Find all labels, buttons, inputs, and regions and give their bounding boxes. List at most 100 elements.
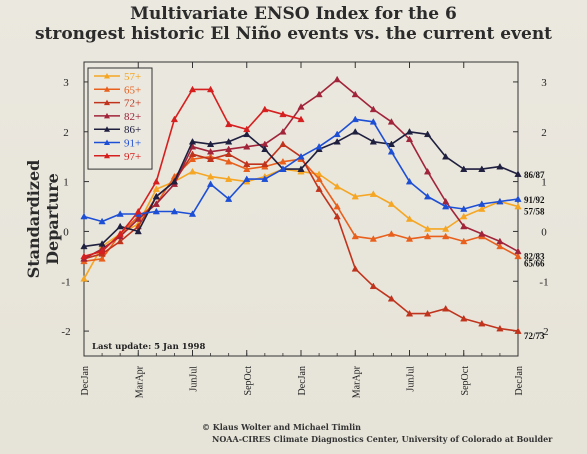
data-point xyxy=(80,275,88,282)
legend-swatch-marker xyxy=(104,99,110,106)
legend-item: 82+ xyxy=(94,111,141,123)
y-tick-label-left: 1 xyxy=(63,177,69,189)
data-point xyxy=(460,205,468,212)
data-point xyxy=(351,90,359,98)
data-point xyxy=(116,210,124,217)
data-point xyxy=(460,314,468,322)
data-point xyxy=(98,217,106,225)
data-point xyxy=(460,165,468,172)
series-line xyxy=(83,168,519,280)
data-point xyxy=(423,225,432,232)
data-point xyxy=(387,200,396,207)
data-point xyxy=(297,103,305,110)
data-point xyxy=(460,237,468,245)
y-tick-label-right: 3 xyxy=(541,77,547,89)
data-point xyxy=(496,162,504,170)
data-point xyxy=(315,175,323,182)
series-72-plus: 72/73 xyxy=(80,140,545,341)
credit-line-1: © Klaus Wolter and Michael Timlin xyxy=(202,422,361,432)
data-point xyxy=(387,147,396,155)
legend-swatch-marker xyxy=(104,152,110,159)
data-point xyxy=(387,140,396,148)
series-82-plus: 82/83 xyxy=(80,75,545,262)
data-point xyxy=(351,115,359,123)
y-tick-label-left: 3 xyxy=(63,77,69,89)
data-point xyxy=(405,135,414,143)
data-point xyxy=(333,75,341,83)
x-tick-label: DecJan xyxy=(514,366,525,395)
series-end-label: 65/66 xyxy=(524,258,545,268)
data-point xyxy=(405,177,414,185)
data-point xyxy=(225,157,233,165)
data-point xyxy=(243,130,251,138)
legend-label: 72+ xyxy=(124,98,141,110)
legend-swatch-marker xyxy=(104,73,110,79)
series-97-plus xyxy=(80,85,305,260)
chart-title: Multivariate ENSO Index for the 6 xyxy=(130,4,457,24)
data-point xyxy=(478,200,486,207)
data-point xyxy=(279,140,287,148)
series-86-plus: 86/87 xyxy=(80,128,545,250)
data-point xyxy=(405,309,414,317)
data-point xyxy=(405,235,414,242)
data-point xyxy=(405,215,414,222)
legend-item: 91+ xyxy=(94,138,141,150)
data-point xyxy=(188,138,197,145)
y-tick-label-left: 2 xyxy=(63,127,69,139)
data-point xyxy=(80,252,88,260)
y-tick-label-left: 0 xyxy=(63,226,69,238)
data-point xyxy=(514,195,522,202)
data-point xyxy=(243,175,251,182)
data-point xyxy=(261,175,269,182)
data-point xyxy=(333,130,341,138)
data-point xyxy=(206,180,215,187)
data-point xyxy=(225,145,233,153)
data-point xyxy=(152,200,160,207)
series-end-label: 86/87 xyxy=(524,170,545,180)
data-point xyxy=(442,152,450,160)
legend-swatch-marker xyxy=(104,126,110,132)
data-point xyxy=(152,177,160,185)
data-point xyxy=(514,170,522,177)
data-point xyxy=(116,230,124,237)
legend-label: 86+ xyxy=(124,124,141,136)
data-point xyxy=(478,230,486,237)
x-tick-label: DecJan xyxy=(297,366,308,395)
data-point xyxy=(351,232,359,240)
data-point xyxy=(496,237,504,245)
data-point xyxy=(333,202,341,210)
x-tick-label: JunJul xyxy=(406,366,417,392)
data-point xyxy=(387,294,396,302)
data-point xyxy=(206,172,215,180)
data-point xyxy=(387,118,396,125)
data-point xyxy=(279,165,287,172)
data-point xyxy=(170,207,179,215)
data-point xyxy=(460,212,468,220)
credit-line-2: NOAA-CIRES Climate Diagnostics Center, U… xyxy=(212,434,553,444)
x-tick-label: JunJul xyxy=(189,366,200,392)
data-point xyxy=(170,115,179,123)
data-point xyxy=(315,142,323,150)
series-end-label: 57/58 xyxy=(524,207,545,217)
data-point xyxy=(152,192,160,200)
data-point xyxy=(279,157,287,165)
last-update-note: Last update: 5 Jan 1998 xyxy=(92,342,206,352)
data-point xyxy=(333,182,341,190)
data-point xyxy=(333,212,341,220)
data-point xyxy=(351,192,359,200)
legend-item: 57+ xyxy=(94,71,141,83)
series-57-plus: 57/58 xyxy=(80,165,545,282)
data-point xyxy=(297,115,305,123)
y-tick-label-right: -1 xyxy=(539,276,548,288)
data-point xyxy=(369,235,377,242)
data-point xyxy=(116,222,124,230)
legend-item: 72+ xyxy=(94,98,141,110)
legend-item: 86+ xyxy=(94,124,141,136)
series-91-plus: 91/92 xyxy=(80,115,545,225)
data-point xyxy=(405,128,414,135)
data-point xyxy=(225,195,233,202)
legend-item: 65+ xyxy=(94,84,141,96)
y-tick-label-right: 0 xyxy=(541,226,547,238)
series-end-label: 72/73 xyxy=(524,331,545,341)
data-point xyxy=(225,120,233,128)
